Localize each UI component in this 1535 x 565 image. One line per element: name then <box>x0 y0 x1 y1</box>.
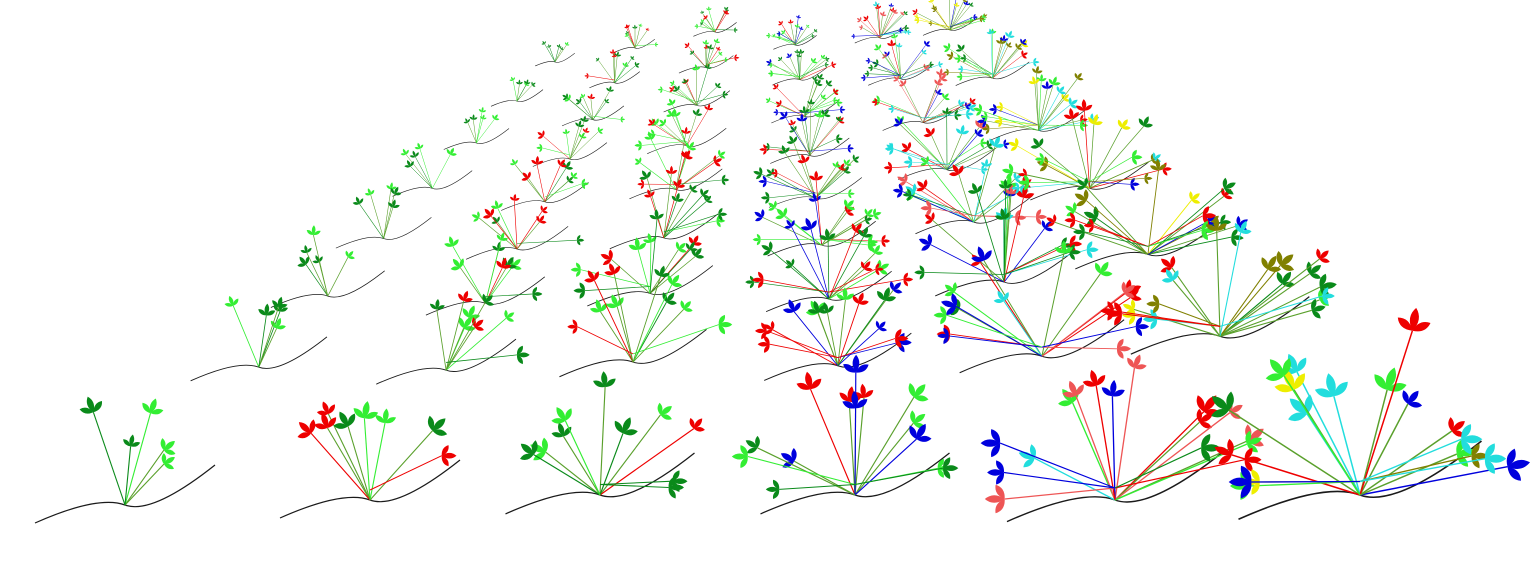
plant <box>973 65 1100 141</box>
plant <box>766 14 818 50</box>
plant <box>335 182 432 249</box>
plant <box>943 28 1040 86</box>
plant <box>851 1 912 44</box>
plant <box>443 106 510 150</box>
plant <box>860 33 944 86</box>
plant-row-4 <box>731 14 959 515</box>
plant <box>1046 158 1248 270</box>
plant <box>766 48 837 86</box>
plant-row-3 <box>505 6 740 515</box>
plant <box>490 76 544 107</box>
plant <box>752 170 891 257</box>
plant <box>1100 216 1337 355</box>
plant <box>753 135 863 208</box>
plant <box>634 98 727 154</box>
plant <box>190 296 328 382</box>
plant <box>279 401 461 519</box>
plant <box>871 68 977 131</box>
plant <box>731 354 959 515</box>
plant-row-5 <box>851 1 1264 523</box>
plant <box>980 354 1264 523</box>
plant <box>270 225 385 308</box>
plant <box>629 126 730 200</box>
plant <box>678 38 740 74</box>
plant <box>1211 307 1530 521</box>
plant <box>34 396 216 524</box>
plant-row-2 <box>279 23 659 519</box>
plant <box>1002 99 1172 201</box>
plant <box>615 23 659 53</box>
plant-row-1 <box>34 41 575 524</box>
plant <box>765 73 846 124</box>
plant <box>425 232 546 316</box>
plant <box>914 175 1099 297</box>
plant <box>892 136 1047 235</box>
plant <box>755 281 912 381</box>
plant <box>883 107 1011 180</box>
plant <box>657 63 731 113</box>
plant <box>584 49 640 89</box>
plant <box>535 41 575 67</box>
plant <box>376 290 530 385</box>
plant <box>609 165 728 250</box>
plant <box>693 6 738 37</box>
plant <box>465 193 585 260</box>
plant <box>392 142 473 197</box>
plant <box>561 86 626 127</box>
plant-row-6 <box>912 0 1530 521</box>
plant <box>759 98 854 164</box>
plant <box>505 371 705 515</box>
plant <box>559 263 733 378</box>
plant <box>933 240 1150 374</box>
plant <box>912 0 988 36</box>
plant <box>570 209 714 307</box>
plant <box>532 115 608 167</box>
plant <box>501 155 589 211</box>
